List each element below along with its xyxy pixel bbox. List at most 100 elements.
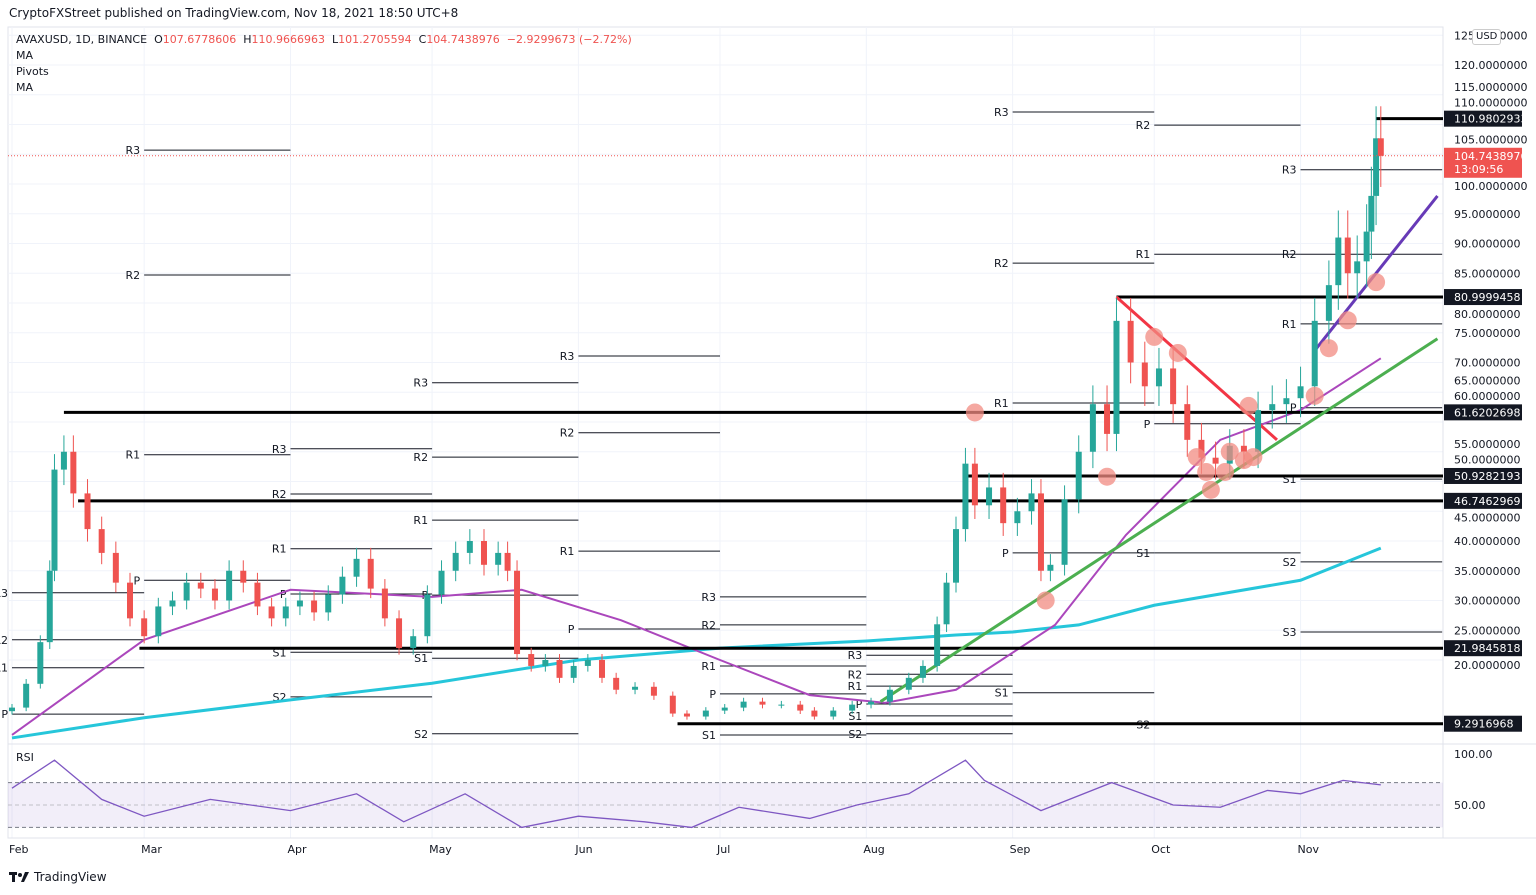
candle	[1377, 138, 1384, 156]
highlight-marker	[1338, 311, 1357, 330]
candle	[1311, 320, 1318, 387]
pivot-label: R2	[560, 427, 575, 440]
pivot-label: R2	[272, 488, 287, 501]
pivot-label: R2	[701, 619, 716, 632]
close-label: C	[418, 33, 427, 46]
candle	[197, 582, 204, 589]
open-value: 107.6778606	[162, 33, 237, 46]
y-tick-label: 60.0000000	[1454, 390, 1520, 403]
candle	[986, 487, 993, 506]
y-tick-label: 50.0000000	[1454, 454, 1520, 467]
y-tick-label: 115.0000000	[1454, 81, 1527, 94]
candle	[868, 701, 875, 705]
candle	[570, 665, 577, 678]
candle	[740, 701, 747, 708]
pivot-label: P	[1, 708, 8, 721]
candle	[1354, 261, 1361, 274]
candle	[830, 710, 837, 717]
candle	[84, 493, 91, 530]
open-label: O	[154, 33, 163, 46]
symbol-label[interactable]: AVAXUSD, 1D, BINANCE	[16, 33, 148, 46]
candle	[1141, 362, 1148, 387]
candle	[759, 701, 766, 705]
pivot-label: R3	[126, 144, 141, 157]
candle	[367, 558, 374, 589]
candle	[37, 642, 44, 684]
plot-frame	[7, 26, 1444, 839]
pivot-label: R3	[1282, 164, 1297, 177]
tradingview-logo-icon	[9, 872, 29, 882]
high-label: H	[243, 33, 252, 46]
level-price-tag	[1444, 467, 1522, 484]
pivot-label: P	[709, 688, 716, 701]
pivot-label: R1	[0, 662, 8, 675]
pivot-label: S2	[1283, 556, 1297, 569]
pivot-label: P	[856, 698, 863, 711]
candle	[962, 463, 969, 530]
level-price-label: 9.2916968	[1454, 718, 1514, 731]
rsi-tick-label: 50.00	[1454, 799, 1486, 812]
currency-button[interactable]: USD	[1472, 29, 1502, 45]
candle	[599, 660, 605, 678]
candle	[1297, 386, 1304, 399]
pivot-label: R3	[701, 591, 716, 604]
candle	[1363, 231, 1370, 262]
highlight-marker	[1168, 343, 1187, 362]
candle	[702, 710, 709, 717]
candle	[1104, 404, 1111, 434]
highlight-marker	[1187, 448, 1206, 467]
candle	[721, 707, 728, 711]
y-tick-label: 80.0000000	[1454, 308, 1520, 321]
candle	[1170, 368, 1177, 405]
countdown-label: 13:09:56	[1454, 163, 1503, 176]
candle	[424, 594, 431, 637]
candle	[481, 541, 487, 565]
candle	[1028, 493, 1035, 512]
pivot-label: R3	[994, 106, 1009, 119]
candle	[325, 594, 332, 613]
candle	[112, 552, 119, 583]
candle	[466, 541, 473, 553]
level-price-tag	[1444, 404, 1522, 421]
y-tick-label: 20.0000000	[1454, 659, 1520, 672]
chart-legend: AVAXUSD, 1D, BINANCE O107.6778606 H110.9…	[16, 32, 632, 96]
candle	[268, 606, 275, 619]
y-tick-label: 95.0000000	[1454, 208, 1520, 221]
candle	[183, 582, 190, 601]
y-tick-label: 75.0000000	[1454, 327, 1520, 340]
indicator-ma[interactable]: MA	[16, 49, 34, 62]
indicator-ma-2[interactable]: MA	[16, 81, 34, 94]
trendline	[1115, 295, 1278, 441]
indicator-pivots[interactable]: Pivots	[16, 65, 49, 78]
candle	[9, 707, 15, 712]
candle	[1373, 138, 1380, 196]
candle	[254, 582, 261, 607]
candle	[240, 570, 247, 583]
candle	[971, 463, 978, 506]
candle	[1368, 195, 1375, 232]
pivot-label: S1	[995, 687, 1009, 700]
candle	[514, 570, 521, 655]
highlight-marker	[1098, 467, 1117, 486]
y-tick-label: 105.0000000	[1454, 133, 1527, 146]
highlight-marker	[1239, 396, 1258, 415]
pivot-label: R2	[1136, 119, 1151, 132]
candle	[1335, 237, 1342, 286]
tradingview-logo: TradingView	[9, 870, 107, 884]
candle	[60, 451, 67, 470]
level-price-label: 50.9282193	[1454, 470, 1520, 483]
candle	[919, 665, 926, 678]
pivot-label: R2	[413, 451, 428, 464]
pivot-label: R1	[1136, 248, 1151, 261]
ma-fast-line	[11, 357, 1382, 736]
candle	[683, 713, 690, 717]
candle	[1212, 457, 1219, 464]
highlight-marker	[1367, 273, 1386, 292]
pivot-label: P	[1002, 547, 1009, 560]
pivot-label: R1	[1282, 318, 1297, 331]
candle	[282, 606, 289, 619]
candle	[943, 582, 950, 625]
ma-slow-line	[11, 546, 1382, 740]
y-tick-label: 40.0000000	[1454, 535, 1520, 548]
